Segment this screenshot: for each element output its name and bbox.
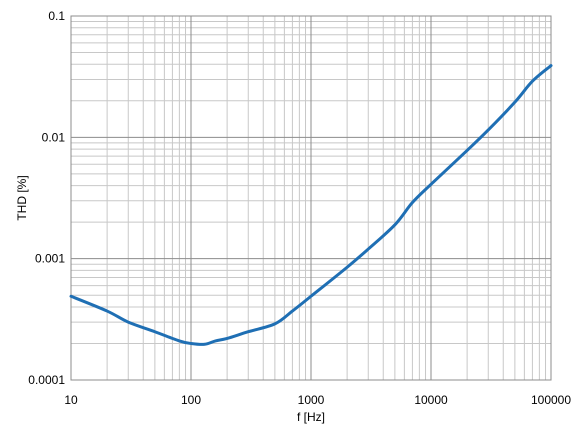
x-axis-label: f [Hz]: [297, 410, 325, 424]
y-tick-label: 0.01: [42, 130, 66, 144]
x-tick-label: 1000: [298, 393, 325, 407]
plot-frame: [70, 15, 552, 381]
series-layer: [69, 64, 553, 346]
x-tick-label: 100: [181, 393, 201, 407]
y-tick-label: 0.001: [35, 252, 65, 266]
x-tick-label: 10000: [414, 393, 448, 407]
y-tick-label: 0.0001: [28, 373, 65, 387]
x-tick-label: 100000: [531, 393, 571, 407]
y-tick-label: 0.1: [48, 9, 65, 23]
x-tick-labels: 10 100 1000 10000 100000: [64, 393, 571, 407]
y-axis-label: THD [%]: [15, 175, 29, 220]
thd-series-line: [69, 64, 553, 346]
y-tick-labels: 0.0001 0.001 0.01 0.1: [28, 9, 65, 387]
x-tick-label: 10: [64, 393, 78, 407]
